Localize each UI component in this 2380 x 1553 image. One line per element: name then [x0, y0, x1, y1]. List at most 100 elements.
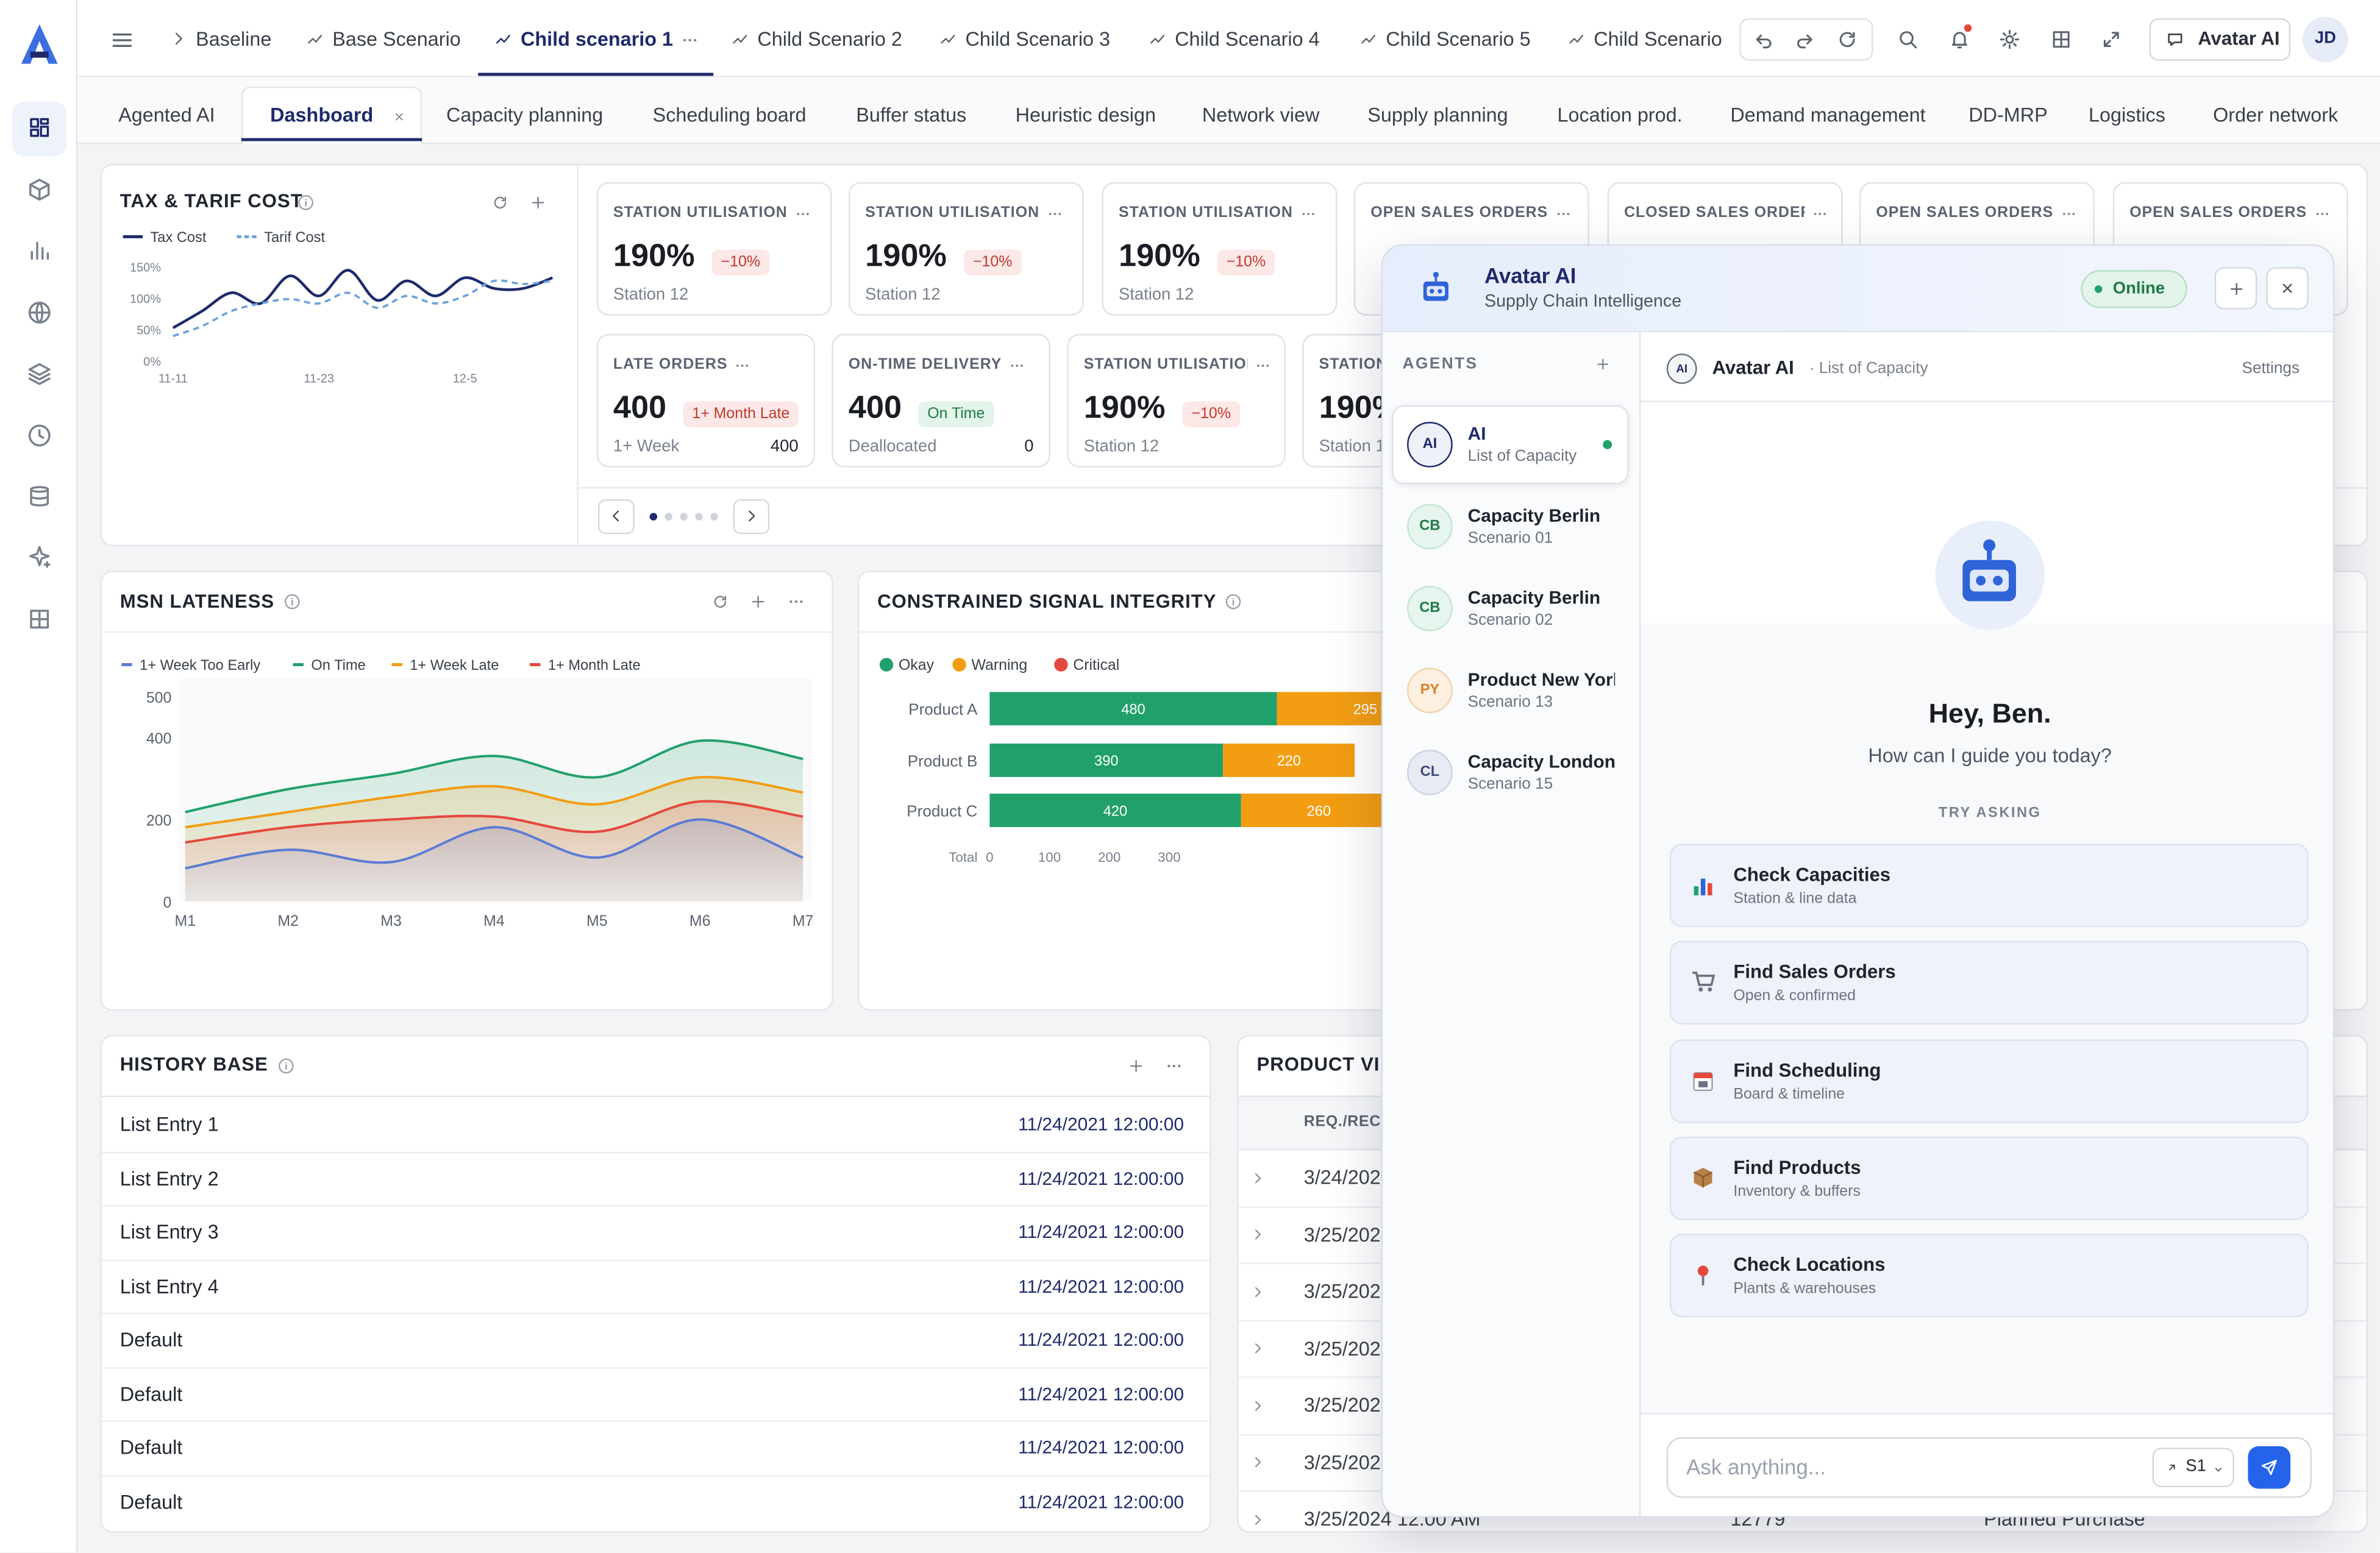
assistant-button[interactable]: [2149, 18, 2291, 61]
icon-plus[interactable]: [1595, 357, 1611, 372]
scenario-tab[interactable]: Child Scenario 3: [965, 27, 1111, 51]
pager-dot[interactable]: [649, 512, 657, 520]
icon-dots[interactable]: [2061, 207, 2076, 222]
icon-refresh[interactable]: [1837, 29, 1858, 50]
pager-prev[interactable]: [597, 499, 635, 535]
scenario-tab[interactable]: Child Scenario: [1594, 27, 1722, 51]
scenario-tab[interactable]: Base Scenario: [332, 27, 461, 51]
icon-dots[interactable]: [1165, 1057, 1181, 1073]
icon-dots[interactable]: [1301, 207, 1316, 222]
suggestion-card[interactable]: [1669, 844, 2309, 928]
pager-dot[interactable]: [694, 512, 702, 520]
nav-tab[interactable]: DD-MRP: [1968, 103, 2048, 127]
icon-grid[interactable]: [27, 607, 52, 631]
agent-avatar[interactable]: [1407, 422, 1453, 467]
logo[interactable]: [16, 21, 62, 67]
nav-tab[interactable]: Network view: [1202, 103, 1320, 127]
suggestion-card[interactable]: [1669, 941, 2309, 1025]
agent-name[interactable]: Product New York: [1467, 669, 1616, 691]
suggestion-card[interactable]: [1669, 1039, 2309, 1123]
icon-db[interactable]: [27, 484, 52, 508]
row-label[interactable]: Default: [119, 1328, 183, 1351]
scenario-tab[interactable]: Child scenario 1: [521, 27, 674, 51]
agent-name[interactable]: Capacity London: [1467, 750, 1616, 772]
scenario-tab[interactable]: Child Scenario 5: [1386, 27, 1531, 51]
row-label[interactable]: List Entry 3: [119, 1220, 219, 1243]
icon-undo[interactable]: [1753, 29, 1775, 50]
icon-plus[interactable]: [1127, 1057, 1144, 1073]
icon-dots[interactable]: [787, 592, 803, 609]
agent-name[interactable]: AI: [1467, 423, 1486, 445]
agent-name[interactable]: Capacity Berlin: [1467, 505, 1601, 527]
nav-tab[interactable]: Dashboard: [270, 103, 374, 127]
row-label[interactable]: List Entry 2: [119, 1166, 219, 1190]
icon-dots[interactable]: [1556, 207, 1571, 222]
icon-plus[interactable]: [749, 592, 766, 609]
nav-tab[interactable]: Demand management: [1730, 103, 1926, 127]
icon-spark[interactable]: [27, 545, 52, 569]
nav-tab[interactable]: Heuristic design: [1015, 103, 1156, 127]
icon-chevR[interactable]: [1250, 1342, 1263, 1355]
scenario-tab[interactable]: Child Scenario 4: [1175, 27, 1320, 51]
user-avatar[interactable]: [2303, 16, 2348, 63]
icon-dots[interactable]: [1010, 358, 1025, 374]
nav-tab[interactable]: Scheduling board: [652, 103, 807, 127]
icon-cube[interactable]: [27, 177, 52, 202]
icon-refresh[interactable]: [491, 193, 507, 210]
pager-dot[interactable]: [709, 512, 718, 520]
nav-tab[interactable]: Capacity planning: [446, 103, 604, 127]
icon-bars[interactable]: [27, 238, 52, 263]
icon-gear[interactable]: [1999, 29, 2020, 50]
agent-avatar[interactable]: [1407, 503, 1453, 550]
icon-menu[interactable]: [110, 28, 133, 51]
icon-chevR[interactable]: [1250, 1228, 1263, 1241]
icon-chevR[interactable]: [1250, 1171, 1263, 1184]
pager-dot[interactable]: [664, 512, 672, 520]
icon-bell[interactable]: [1949, 29, 1970, 50]
icon-dots[interactable]: [681, 31, 697, 48]
row-label[interactable]: List Entry 1: [119, 1112, 219, 1135]
nav-tab[interactable]: Logistics: [2088, 103, 2165, 127]
icon-chevR[interactable]: [1250, 1285, 1263, 1298]
icon-dash[interactable]: [27, 115, 52, 140]
icon-dots[interactable]: [1812, 207, 1828, 222]
nav-tab[interactable]: Order network: [2213, 103, 2339, 127]
icon-dots[interactable]: [1047, 207, 1063, 222]
chat-settings[interactable]: Settings: [2242, 359, 2300, 378]
pager-dot[interactable]: [679, 512, 687, 520]
icon-dots[interactable]: [796, 207, 811, 222]
nav-tab[interactable]: Location prod.: [1557, 103, 1683, 127]
icon-layers[interactable]: [27, 361, 52, 386]
nav-tab[interactable]: Buffer status: [856, 103, 967, 127]
icon-search[interactable]: [1897, 29, 1919, 50]
icon-globe[interactable]: [27, 300, 52, 325]
icon-expand[interactable]: [2101, 29, 2122, 50]
pager-next[interactable]: [733, 499, 770, 535]
agent-name[interactable]: Capacity Berlin: [1467, 587, 1601, 608]
nav-tab[interactable]: Supply planning: [1367, 103, 1508, 127]
icon-dots[interactable]: [2315, 207, 2330, 222]
agent-avatar[interactable]: [1407, 667, 1453, 714]
icon-chevR[interactable]: [1250, 1455, 1263, 1469]
scenario-tab[interactable]: Child Scenario 2: [757, 27, 902, 51]
row-label[interactable]: List Entry 4: [119, 1274, 219, 1298]
icon-grid[interactable]: [2051, 29, 2072, 50]
agent-avatar[interactable]: [1407, 749, 1453, 795]
row-label[interactable]: Default: [119, 1382, 183, 1405]
scope-chip[interactable]: [2152, 1448, 2234, 1488]
icon-redo[interactable]: [1794, 29, 1815, 50]
icon-close[interactable]: [393, 111, 405, 123]
icon-chevR[interactable]: [1250, 1398, 1263, 1412]
row-label[interactable]: Default: [119, 1490, 183, 1513]
agent-avatar[interactable]: [1407, 586, 1453, 631]
icon-refresh[interactable]: [711, 592, 727, 609]
scenario-tab[interactable]: Baseline: [196, 27, 272, 51]
icon-plus[interactable]: [529, 193, 546, 210]
icon-chevR[interactable]: [1250, 1512, 1263, 1526]
icon-dots[interactable]: [1255, 358, 1270, 374]
nav-tab[interactable]: Agented AI: [118, 103, 215, 127]
suggestion-card[interactable]: [1669, 1136, 2309, 1220]
suggestion-card[interactable]: [1669, 1234, 2309, 1318]
row-label[interactable]: Default: [119, 1435, 183, 1459]
icon-clock[interactable]: [27, 424, 52, 448]
